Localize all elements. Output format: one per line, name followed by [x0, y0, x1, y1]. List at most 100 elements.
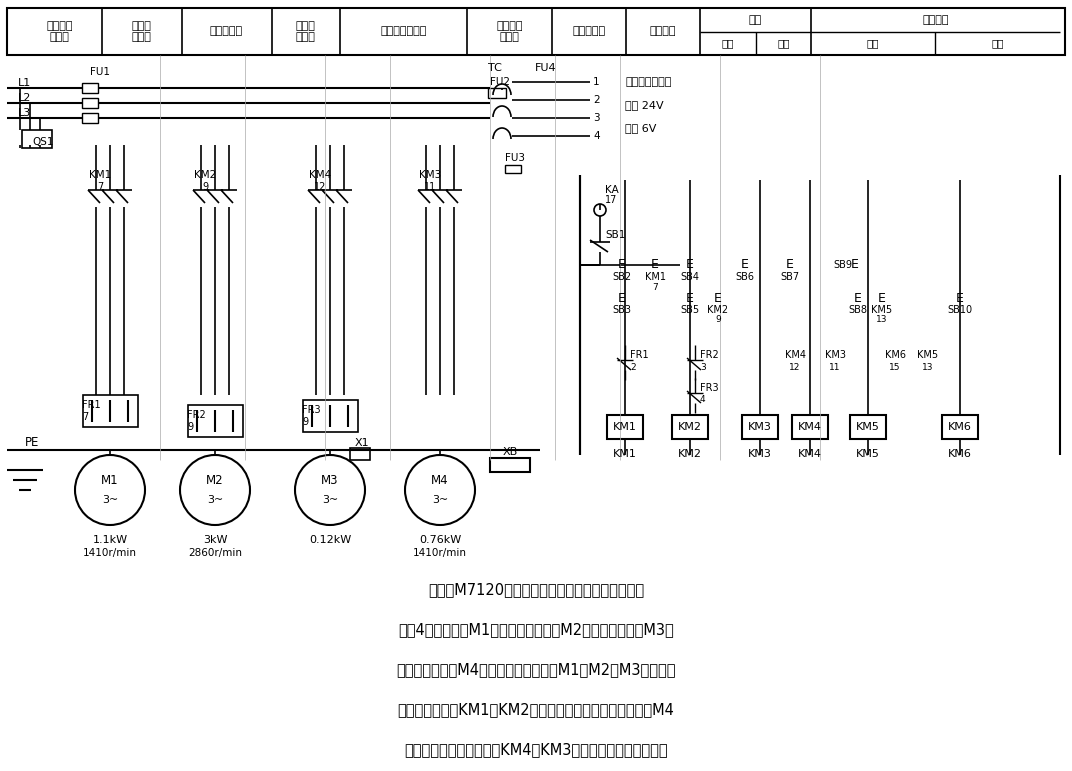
Text: L3: L3 [18, 108, 31, 118]
Text: KM1: KM1 [89, 170, 111, 180]
Text: 9: 9 [187, 422, 193, 432]
Text: KM3: KM3 [419, 170, 441, 180]
Text: KM4: KM4 [785, 350, 805, 360]
Text: SB4: SB4 [681, 272, 700, 282]
Text: M1: M1 [101, 473, 119, 487]
Bar [742, 415, 778, 439]
Text: KM5: KM5 [857, 449, 880, 459]
Bar [490, 458, 530, 472]
Text: E: E [686, 291, 694, 305]
Circle shape [405, 455, 475, 525]
Text: 电源开关
及保护: 电源开关 及保护 [47, 21, 73, 42]
Text: KM1: KM1 [613, 422, 637, 432]
Bar [83, 395, 138, 427]
Bar [8, 8, 1064, 55]
Text: 砂轮升降电动机: 砂轮升降电动机 [381, 26, 427, 36]
Circle shape [75, 455, 145, 525]
Text: 液压泵控制: 液压泵控制 [572, 26, 606, 36]
Text: 电磁吸盘: 电磁吸盘 [922, 15, 949, 25]
Text: KM5: KM5 [872, 305, 893, 315]
Text: E: E [651, 258, 659, 271]
Text: 是可逆运转的，由接触器KM4、KM3控制，为点动控制电路。: 是可逆运转的，由接触器KM4、KM3控制，为点动控制电路。 [404, 742, 668, 757]
Text: E: E [956, 291, 964, 305]
Text: XB: XB [503, 447, 518, 457]
Text: 13: 13 [922, 362, 934, 372]
Bar [505, 165, 521, 173]
Bar [81, 113, 98, 123]
Text: 7: 7 [652, 282, 658, 291]
Bar [188, 405, 243, 437]
Text: 共有4台电动机，M1为液压泵电动机，M2为砂轮电动机，M3为: 共有4台电动机，M1为液压泵电动机，M2为砂轮电动机，M3为 [398, 622, 674, 638]
Text: SB1: SB1 [605, 230, 625, 240]
Text: 砂轮: 砂轮 [749, 15, 762, 25]
Text: 保护，由接触器KM1、KM2控制，为单向起动控制电路。面M4: 保护，由接触器KM1、KM2控制，为单向起动控制电路。面M4 [398, 702, 674, 718]
Text: 去磁: 去磁 [992, 39, 1003, 49]
Text: 2860r/min: 2860r/min [188, 548, 242, 558]
Text: E: E [714, 291, 721, 305]
Text: 整流交流侧电源: 整流交流侧电源 [625, 77, 671, 87]
Text: E: E [741, 258, 749, 271]
Text: 信号 6V: 信号 6V [625, 123, 656, 133]
Bar [81, 83, 98, 93]
Text: KM6: KM6 [884, 350, 906, 360]
Text: 0.76kW: 0.76kW [419, 535, 461, 545]
Text: FR2: FR2 [187, 410, 206, 420]
Text: 2: 2 [630, 362, 636, 372]
Bar [942, 415, 978, 439]
Text: 所示为M7120型平面磨床的电气原理图。主电路中: 所示为M7120型平面磨床的电气原理图。主电路中 [428, 583, 644, 598]
Text: KM4: KM4 [309, 170, 331, 180]
Text: M4: M4 [431, 473, 449, 487]
Text: FU1: FU1 [90, 67, 110, 77]
Text: E: E [878, 291, 885, 305]
Text: KM6: KM6 [948, 449, 972, 459]
Text: 9: 9 [202, 182, 208, 192]
Text: 4: 4 [700, 396, 705, 405]
Bar [488, 88, 506, 98]
Text: 1410r/min: 1410r/min [83, 548, 137, 558]
Text: FU3: FU3 [505, 153, 525, 163]
Text: PE: PE [25, 436, 40, 449]
Text: E: E [686, 258, 694, 271]
Text: SB9: SB9 [834, 260, 852, 270]
Text: 冷却泵电动机。M4为砂轮升降电动机。M1、M2、M3均有过载: 冷却泵电动机。M4为砂轮升降电动机。M1、M2、M3均有过载 [397, 662, 675, 678]
Text: KM1: KM1 [644, 272, 666, 282]
Circle shape [180, 455, 250, 525]
Text: 1410r/min: 1410r/min [413, 548, 467, 558]
Text: 11: 11 [830, 362, 840, 372]
Text: KM6: KM6 [948, 422, 972, 432]
Text: 3: 3 [593, 113, 599, 123]
Text: KM2: KM2 [194, 170, 217, 180]
Text: 7: 7 [81, 412, 88, 422]
Text: KM4: KM4 [798, 449, 822, 459]
Text: 下降: 下降 [777, 39, 790, 49]
Text: SB10: SB10 [948, 305, 972, 315]
Text: 上升: 上升 [721, 39, 734, 49]
Text: 9: 9 [302, 417, 308, 427]
Bar [607, 415, 643, 439]
Text: KM3: KM3 [748, 422, 772, 432]
Text: E: E [786, 258, 794, 271]
Bar [850, 415, 885, 439]
Text: 充磁: 充磁 [867, 39, 879, 49]
Circle shape [295, 455, 364, 525]
Text: 1.1kW: 1.1kW [92, 535, 128, 545]
Bar [792, 415, 828, 439]
Bar [303, 400, 358, 432]
Text: KM5: KM5 [918, 350, 939, 360]
Text: 3~: 3~ [207, 495, 223, 505]
Text: X1: X1 [355, 438, 370, 448]
Text: KM3: KM3 [748, 449, 772, 459]
Bar [349, 448, 370, 460]
Text: 2: 2 [593, 95, 599, 105]
Bar [81, 98, 98, 108]
Text: L2: L2 [18, 93, 31, 103]
Text: FR3: FR3 [700, 383, 718, 393]
Text: KM3: KM3 [824, 350, 846, 360]
Text: 砂轮冷却: 砂轮冷却 [650, 26, 676, 36]
Text: M2: M2 [206, 473, 224, 487]
Text: 15: 15 [890, 362, 900, 372]
Text: 3~: 3~ [432, 495, 448, 505]
Text: 3~: 3~ [102, 495, 118, 505]
Text: KM5: KM5 [857, 422, 880, 432]
Circle shape [594, 204, 606, 216]
